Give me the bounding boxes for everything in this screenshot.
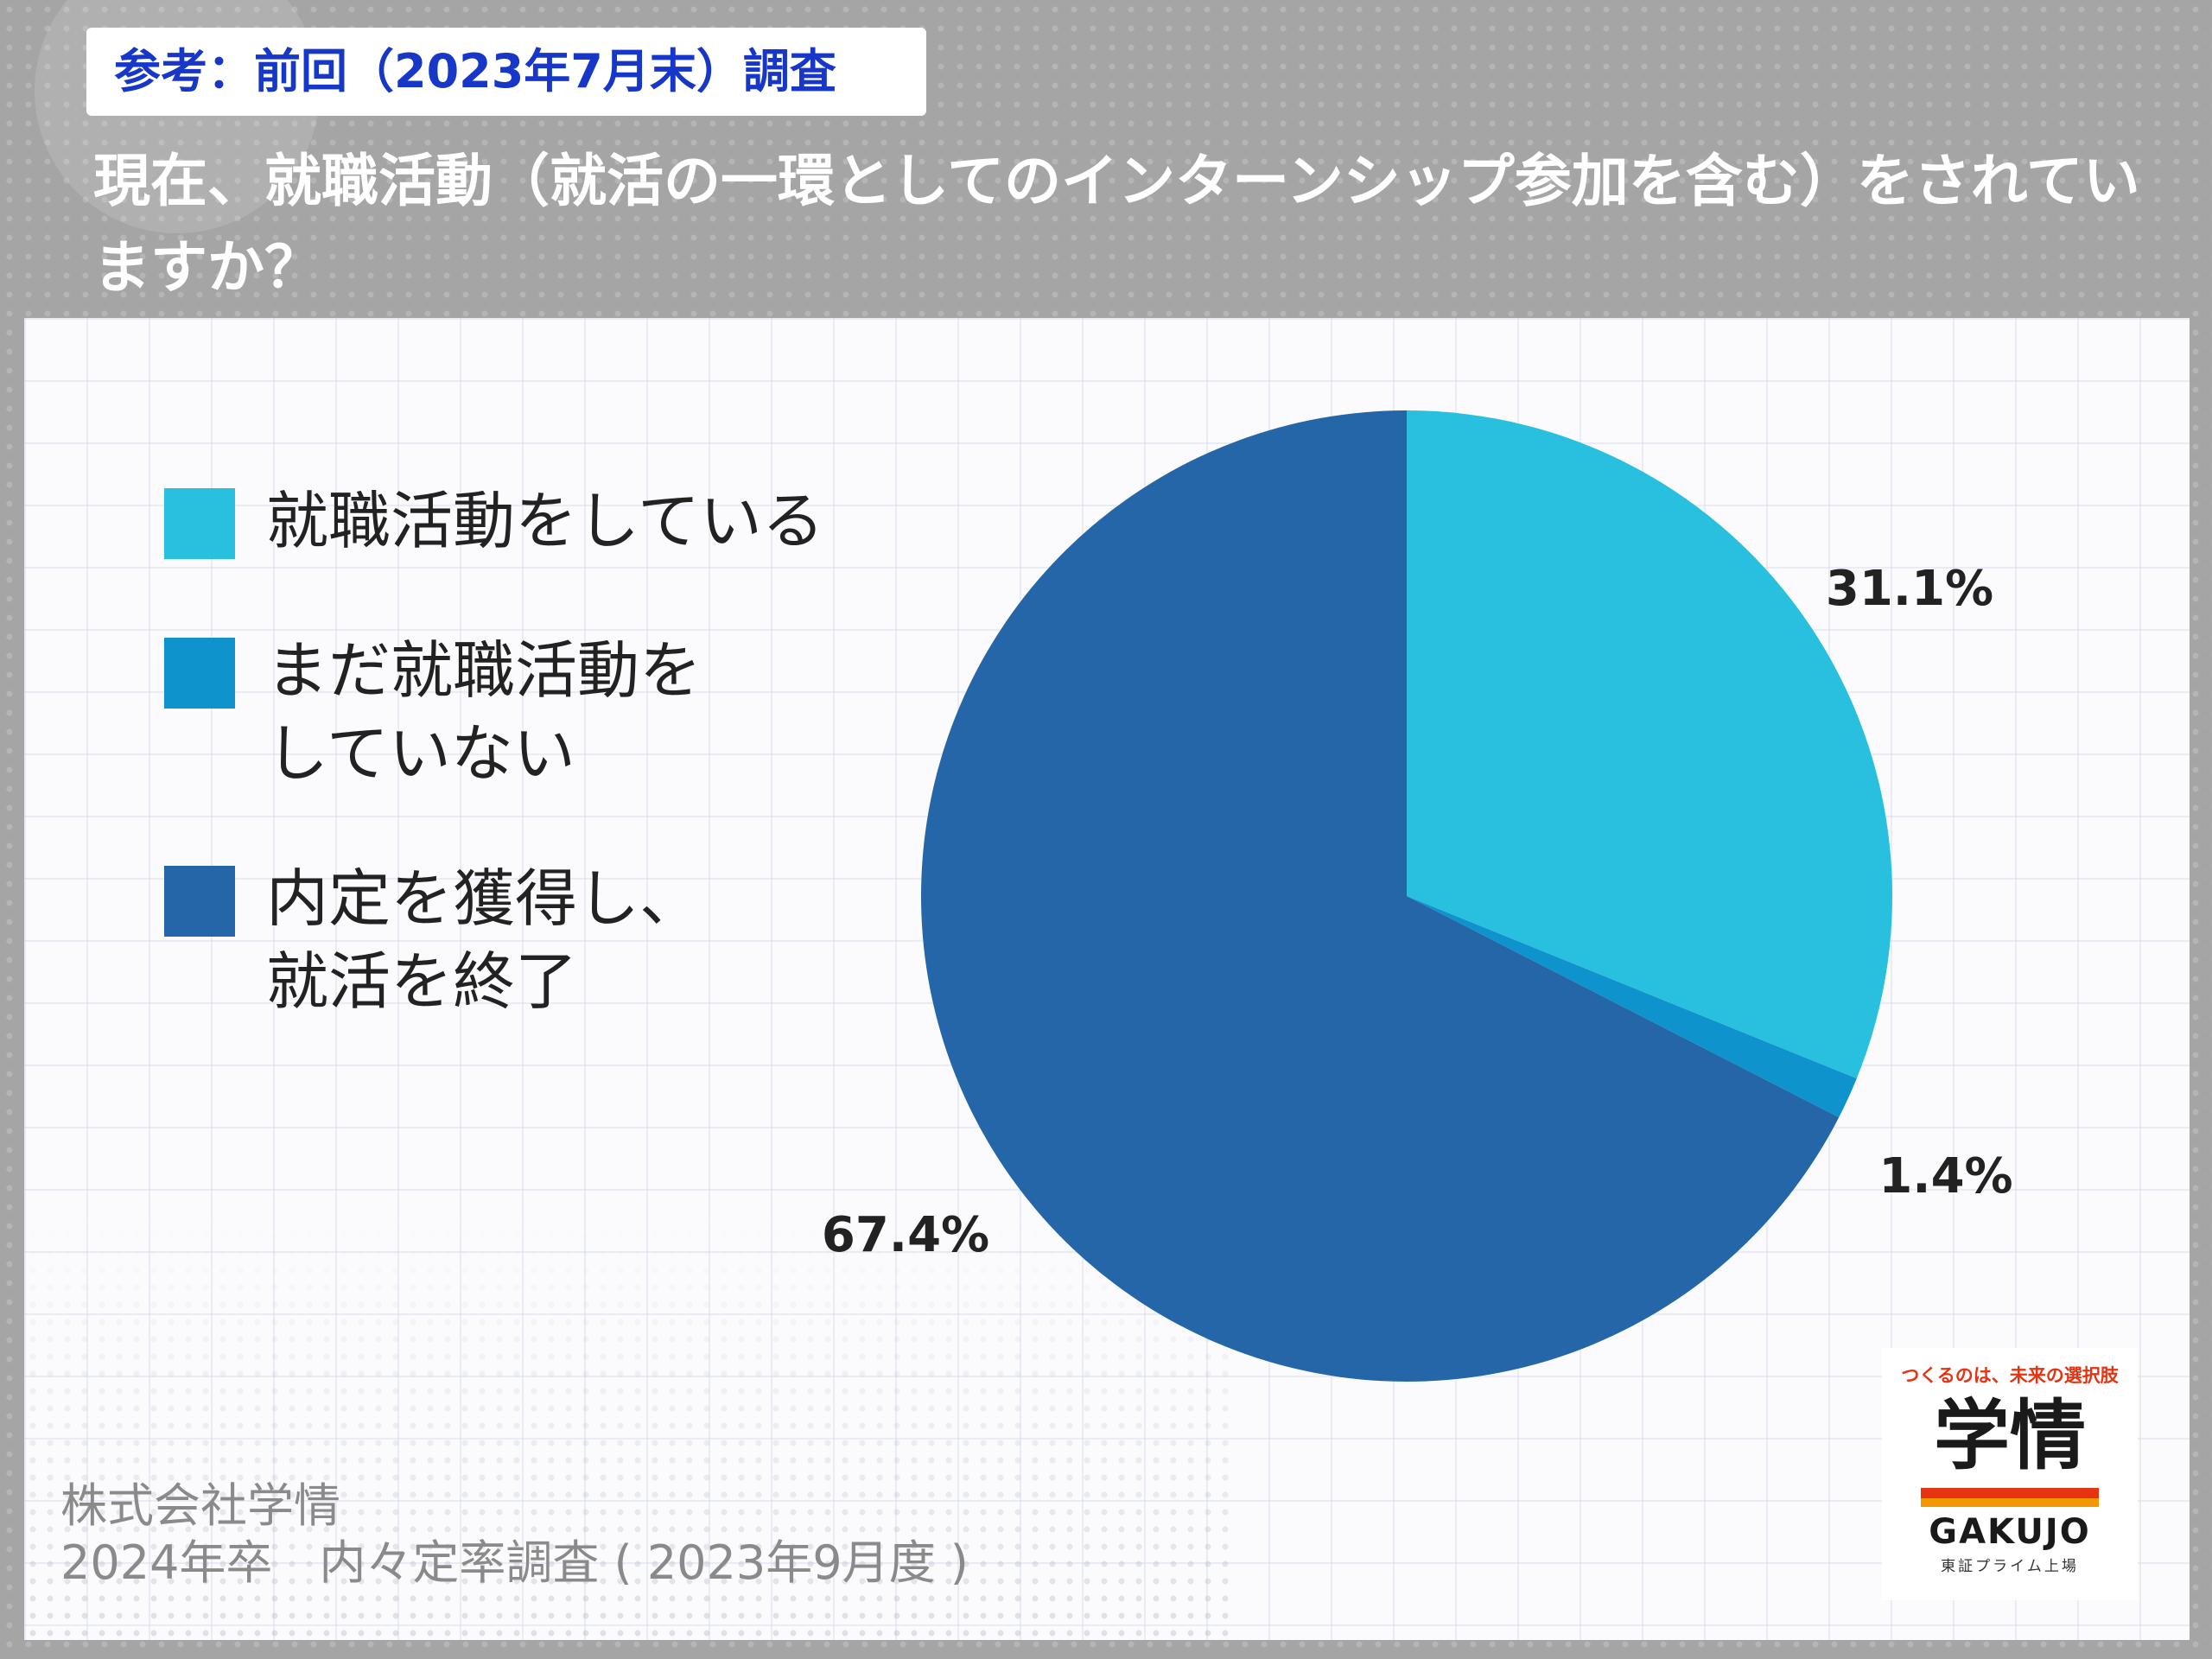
legend-label-not-started: まだ就職活動を していない	[266, 634, 702, 790]
footer-source: 株式会社学情 2024年卒 内々定率調査 ( 2023年9月度 )	[60, 1478, 969, 1592]
footer-company: 株式会社学情	[60, 1478, 340, 1533]
reference-tag: 参考：前回（2023年7月末）調査	[86, 28, 926, 116]
pct-label-finished: 67.4%	[822, 1207, 989, 1263]
legend-label-job-hunting: 就職活動をしている	[266, 485, 824, 557]
legend-swatch-not-started	[164, 638, 235, 709]
pct-label-job-hunting: 31.1%	[1826, 561, 1993, 617]
pie-slice-finished	[921, 410, 1840, 1382]
logo-bar	[1921, 1488, 2099, 1507]
pie-slice-job-hunting	[1407, 410, 1892, 1079]
footer-survey: 2024年卒 内々定率調査 ( 2023年9月度 )	[60, 1535, 969, 1590]
logo-tagline: つくるのは、未来の選択肢	[1901, 1365, 2119, 1386]
logo-sub: 東証プライム上場	[1941, 1558, 2079, 1575]
gakujo-logo: つくるのは、未来の選択肢 学情 GAKUJO 東証プライム上場	[1882, 1348, 2138, 1600]
survey-question: 現在、就職活動（就活の一環としてのインターンシップ参加を含む）をされていますか？	[93, 148, 2140, 301]
legend-label-finished: 内定を獲得し、 就活を終了	[266, 862, 702, 1018]
pct-label-not-started: 1.4%	[1878, 1148, 2012, 1205]
panel-dot-pattern	[24, 1210, 1234, 1640]
logo-mark: 学情	[1933, 1391, 2086, 1480]
logo-name: GAKUJO	[1929, 1512, 2091, 1552]
pie-slice-not-started	[1407, 896, 1857, 1118]
legend-swatch-job-hunting	[164, 488, 235, 559]
legend-swatch-finished	[164, 866, 235, 937]
